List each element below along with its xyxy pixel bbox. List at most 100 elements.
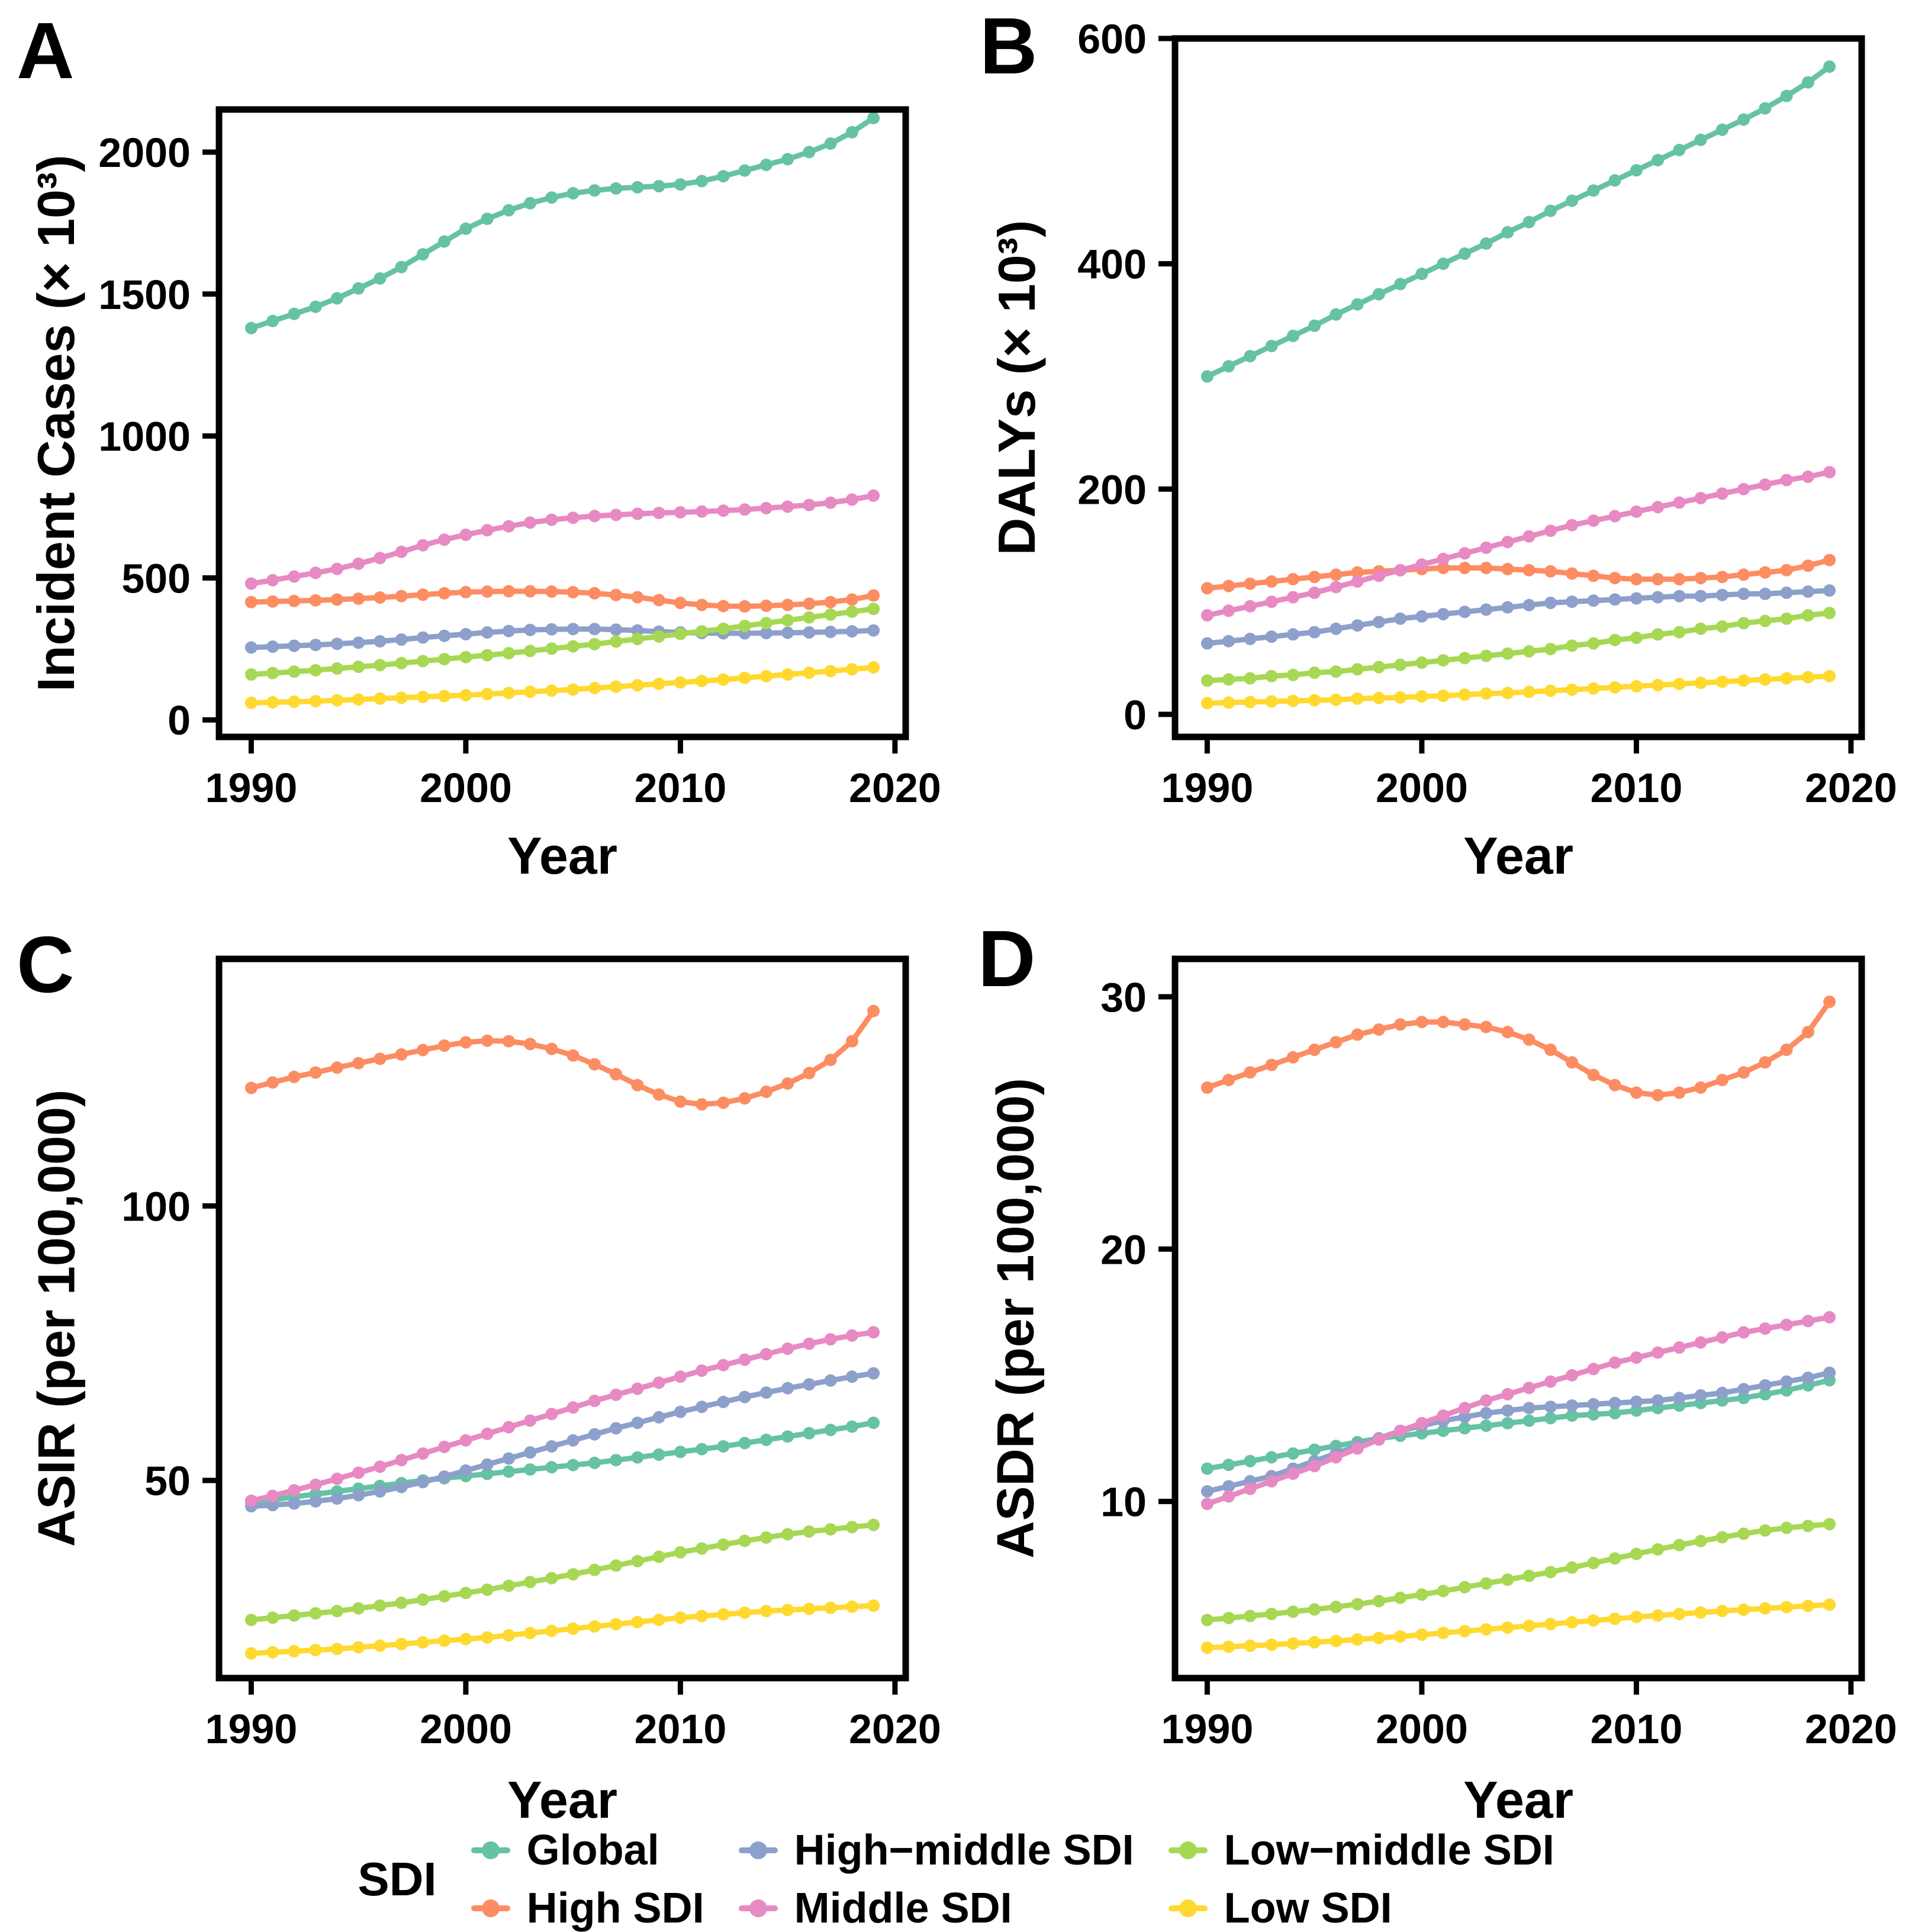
series-low-middle-sdi xyxy=(244,1518,880,1627)
legend-marker-middle-sdi-icon xyxy=(738,1905,778,1911)
panel-a-chart: 0 500 1000 1500 2000 1990 2000 2010 2020 xyxy=(98,106,941,811)
series-high-sdi-line xyxy=(1204,557,1833,591)
legend-marker-low-sdi-icon xyxy=(1168,1905,1208,1911)
series-low-sdi xyxy=(244,661,880,709)
series-middle-sdi xyxy=(1200,1310,1836,1511)
series-global-line xyxy=(248,115,877,331)
svg-text:30: 30 xyxy=(1100,974,1147,1020)
panel-d-letter: D xyxy=(978,914,1036,1003)
panel-c-letter: C xyxy=(17,920,75,1009)
series-high-sdi xyxy=(1200,996,1836,1102)
legend-item-global: Global xyxy=(471,1826,704,1875)
svg-text:2020: 2020 xyxy=(1805,1706,1897,1752)
series-high-sdi xyxy=(244,585,880,613)
legend: SDI Global High SDI High−middle SDI Midd… xyxy=(0,1826,1912,1932)
series-high-sdi-line xyxy=(248,588,877,609)
svg-text:2010: 2010 xyxy=(1591,1706,1683,1752)
legend-item-low-sdi: Low SDI xyxy=(1168,1884,1554,1932)
svg-text:1000: 1000 xyxy=(98,414,191,460)
legend-title: SDI xyxy=(358,1853,437,1905)
svg-text:100: 100 xyxy=(121,1183,191,1229)
panel-b-x-axis-title: Year xyxy=(1463,826,1573,885)
series-low-sdi-line xyxy=(248,665,877,706)
legend-item-low-middle-sdi: Low−middle SDI xyxy=(1168,1826,1554,1875)
legend-label-high-sdi: High SDI xyxy=(526,1885,704,1932)
svg-text:2000: 2000 xyxy=(420,765,512,811)
series-high-middle-sdi-line xyxy=(1204,588,1833,646)
series-low-middle-sdi-line xyxy=(248,1522,877,1623)
svg-text:400: 400 xyxy=(1077,242,1147,288)
series-low-middle-sdi xyxy=(1200,607,1836,687)
series-high-middle-sdi xyxy=(1200,584,1836,650)
panel-b-chart: 0 200 400 600 1990 2000 2010 2020 xyxy=(1077,16,1897,811)
legend-label-high-middle-sdi: High−middle SDI xyxy=(794,1827,1134,1874)
series-global-line xyxy=(1204,64,1833,379)
legend-marker-global-icon xyxy=(471,1847,510,1853)
svg-text:2000: 2000 xyxy=(1376,1706,1468,1752)
svg-text:10: 10 xyxy=(1100,1479,1147,1525)
series-low-sdi xyxy=(1200,1598,1836,1654)
svg-text:2000: 2000 xyxy=(98,130,191,176)
legend-marker-high-middle-sdi-icon xyxy=(738,1847,778,1853)
series-low-sdi xyxy=(1200,669,1836,710)
svg-text:2020: 2020 xyxy=(849,1706,941,1752)
series-middle-sdi xyxy=(1200,466,1836,622)
svg-text:0: 0 xyxy=(1124,692,1147,738)
series-global xyxy=(244,111,880,334)
series-high-sdi xyxy=(244,1004,880,1111)
legend-item-middle-sdi: Middle SDI xyxy=(738,1884,1134,1932)
svg-text:1990: 1990 xyxy=(1161,765,1254,811)
series-high-middle-sdi xyxy=(244,623,880,654)
panel-b-y-axis-title: DALYs (× 10³) xyxy=(987,220,1046,556)
series-middle-sdi xyxy=(244,489,880,590)
svg-text:600: 600 xyxy=(1077,16,1147,62)
series-middle-sdi-line xyxy=(248,1329,877,1503)
legend-column-3: Low−middle SDI Low SDI xyxy=(1168,1826,1554,1932)
legend-marker-high-sdi-icon xyxy=(471,1905,510,1911)
svg-text:1990: 1990 xyxy=(205,1706,298,1752)
legend-item-high-middle-sdi: High−middle SDI xyxy=(738,1826,1134,1875)
panel-c-x-axis-title: Year xyxy=(507,1770,617,1829)
panel-c-chart: 50 100 1990 2000 2010 2020 xyxy=(121,955,941,1752)
svg-text:50: 50 xyxy=(144,1458,191,1504)
legend-column-2: High−middle SDI Middle SDI xyxy=(738,1826,1134,1932)
svg-text:2000: 2000 xyxy=(1376,765,1468,811)
svg-text:0: 0 xyxy=(168,697,191,743)
series-global xyxy=(1200,60,1836,383)
svg-text:500: 500 xyxy=(121,555,191,601)
series-high-sdi-line xyxy=(1204,999,1833,1098)
legend-item-high-sdi: High SDI xyxy=(471,1884,704,1932)
series-low-middle-sdi-line xyxy=(1204,1521,1833,1623)
svg-text:2000: 2000 xyxy=(420,1706,512,1752)
svg-text:1990: 1990 xyxy=(1161,1706,1254,1752)
series-high-middle-sdi-line xyxy=(248,626,877,651)
panel-a-x-axis-title: Year xyxy=(507,826,617,885)
series-low-sdi-line xyxy=(1204,673,1833,706)
series-low-middle-sdi-line xyxy=(1204,610,1833,684)
panel-a-y-axis-title: Incident Cases (× 10³) xyxy=(27,154,85,692)
svg-text:1990: 1990 xyxy=(205,765,298,811)
legend-label-low-sdi: Low SDI xyxy=(1224,1885,1392,1932)
series-middle-sdi-line xyxy=(248,492,877,587)
panel-d-chart: 10 20 30 1990 2000 2010 2020 xyxy=(1100,955,1897,1752)
svg-text:2010: 2010 xyxy=(635,765,727,811)
series-low-middle-sdi xyxy=(1200,1518,1836,1627)
legend-label-middle-sdi: Middle SDI xyxy=(794,1885,1012,1932)
series-middle-sdi xyxy=(244,1326,880,1507)
svg-text:20: 20 xyxy=(1100,1226,1147,1273)
panel-d-x-axis-title: Year xyxy=(1463,1770,1573,1829)
panel-d-y-axis-title: ASDR (per 100,000) xyxy=(986,1078,1045,1559)
series-global-line xyxy=(248,1420,877,1505)
panel-c-y-axis-title: ASIR (per 100,000) xyxy=(27,1089,86,1547)
legend-label-global: Global xyxy=(526,1827,659,1874)
legend-label-low-middle-sdi: Low−middle SDI xyxy=(1224,1827,1554,1874)
svg-text:1500: 1500 xyxy=(98,272,191,318)
svg-text:2020: 2020 xyxy=(849,765,941,811)
panel-a-letter: A xyxy=(17,6,75,95)
series-low-sdi xyxy=(244,1599,880,1660)
series-high-sdi-line xyxy=(248,1008,877,1107)
legend-marker-low-middle-sdi-icon xyxy=(1168,1847,1208,1853)
svg-text:2010: 2010 xyxy=(1591,765,1683,811)
svg-text:2010: 2010 xyxy=(635,1706,727,1752)
